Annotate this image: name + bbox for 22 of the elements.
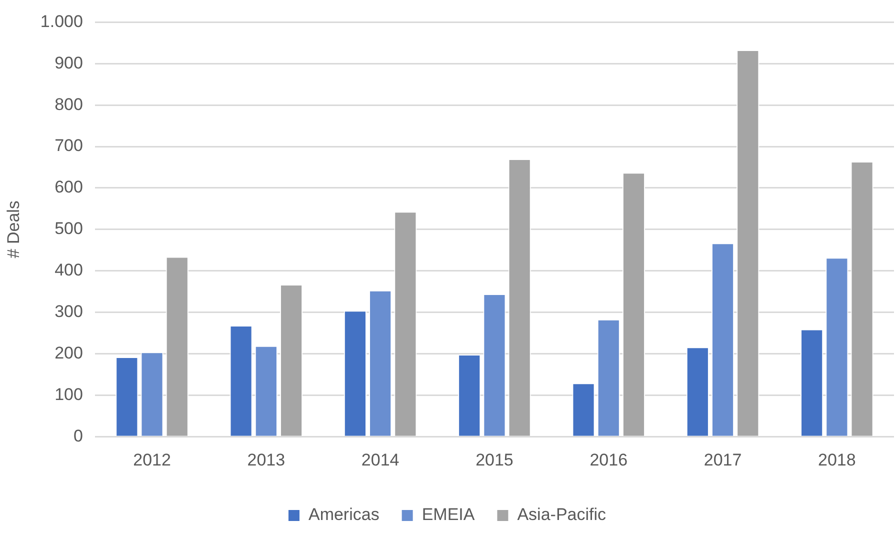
x-tick-label: 2015	[476, 450, 514, 470]
y-tick-label: 700	[54, 136, 83, 156]
legend-label: EMEIA	[422, 505, 476, 524]
x-tick-label: 2012	[133, 450, 171, 470]
y-tick-label: 500	[54, 219, 83, 238]
y-tick-label: 900	[54, 53, 83, 72]
x-tick-label: 2018	[818, 450, 856, 470]
y-tick-label: 400	[54, 260, 83, 280]
legend-label: Asia-Pacific	[517, 505, 607, 524]
y-tick-label: 100	[54, 384, 83, 404]
y-tick-label: 600	[54, 178, 83, 197]
y-axis-title: # Deals	[4, 200, 23, 258]
y-tick-label: 0	[73, 426, 83, 446]
x-tick-label: 2016	[590, 450, 628, 470]
x-tick-label: 2013	[247, 450, 286, 470]
x-tick-label: 2017	[704, 450, 742, 470]
y-tick-label: 300	[54, 302, 83, 321]
y-tick-label: 1.000	[40, 12, 83, 31]
y-tick-label: 800	[54, 94, 83, 114]
x-tick-label: 2014	[361, 450, 400, 470]
y-tick-label: 200	[54, 343, 83, 362]
legend-label: Americas	[308, 505, 380, 524]
